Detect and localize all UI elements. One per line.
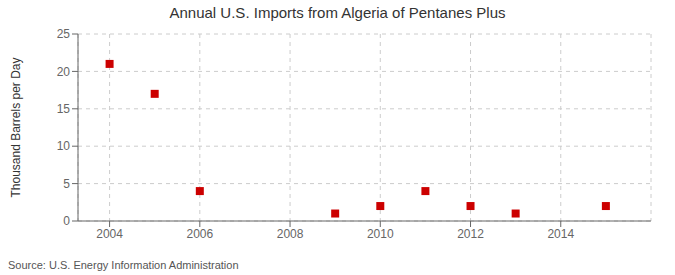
svg-text:2012: 2012	[457, 227, 484, 241]
svg-text:2006: 2006	[186, 227, 213, 241]
svg-text:20: 20	[57, 65, 71, 79]
svg-text:10: 10	[57, 139, 71, 153]
svg-text:2014: 2014	[547, 227, 574, 241]
html-text:Source: U.S. Energy Informatio: Source: U.S. Energy Information Administ…	[8, 259, 239, 271]
svg-text:0: 0	[63, 214, 70, 228]
svg-text:5: 5	[63, 177, 70, 191]
svg-text:15: 15	[57, 102, 71, 116]
svg-text:Thousand Barrels per Day: Thousand Barrels per Day	[9, 57, 23, 197]
svg-text:2004: 2004	[96, 227, 123, 241]
svg-text:25: 25	[57, 27, 71, 41]
html-text:Annual U.S. Imports from Alger: Annual U.S. Imports from Algeria of Pent…	[169, 4, 506, 21]
svg-text:2008: 2008	[277, 227, 304, 241]
svg-text:2010: 2010	[367, 227, 394, 241]
